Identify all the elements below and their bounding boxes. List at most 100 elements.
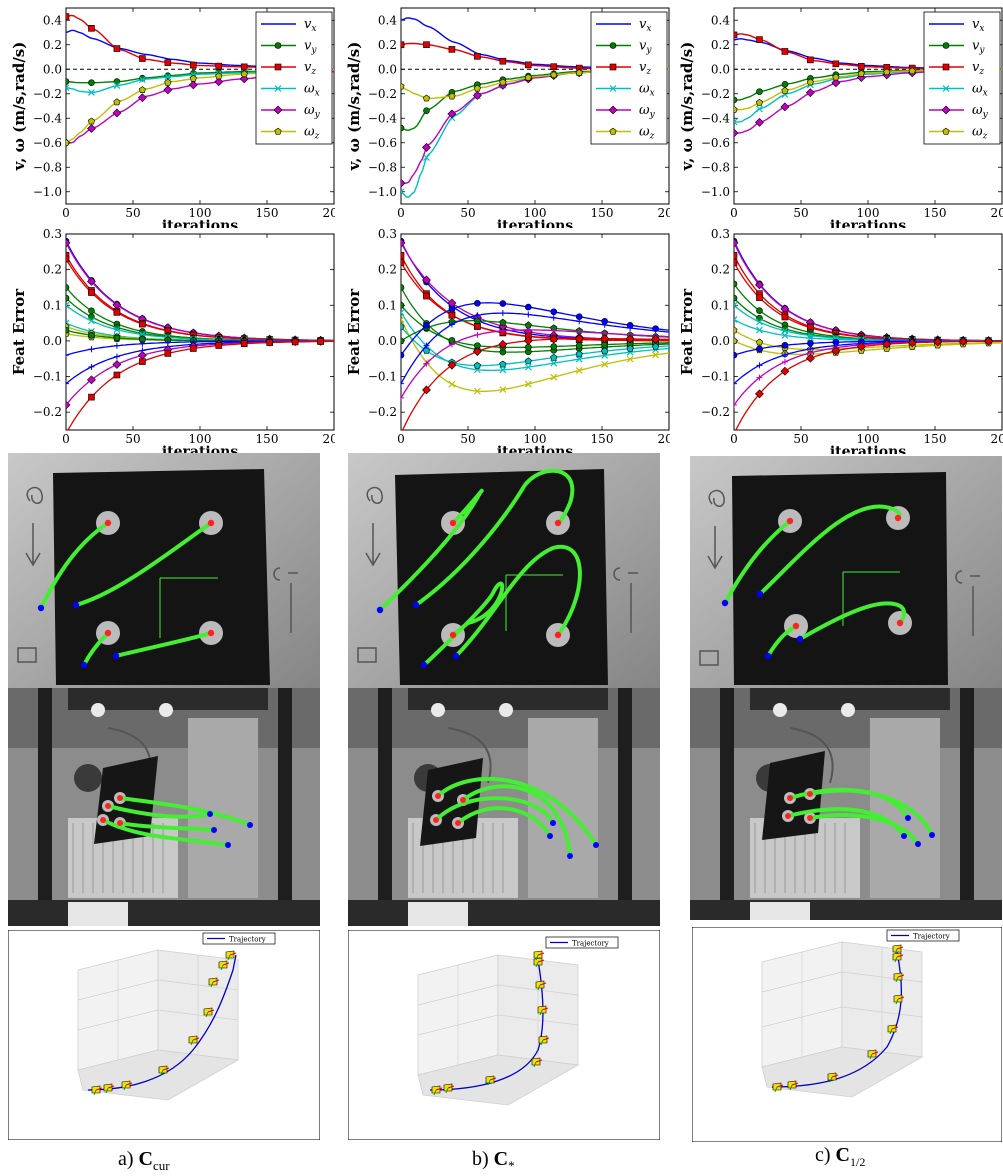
feat-series-marker — [473, 317, 481, 324]
series-group — [734, 237, 1002, 430]
legend-marker — [942, 42, 950, 49]
legend-marker — [609, 63, 617, 71]
camera-frame — [431, 1085, 443, 1096]
legend-marker — [942, 85, 950, 92]
start-point — [225, 842, 231, 848]
feature-track — [723, 519, 792, 605]
x-tick-label: 100 — [524, 432, 547, 446]
feat-series-marker — [756, 307, 763, 314]
x-tick-label: 150 — [591, 432, 614, 446]
series-marker-ω_z — [832, 73, 840, 81]
end-point — [455, 820, 461, 826]
series-marker-v_y — [66, 78, 70, 85]
series-marker-ω_z — [806, 78, 814, 86]
feat-series-marker — [523, 336, 533, 346]
series-marker-ω_z — [422, 94, 431, 102]
feat-series-marker — [113, 353, 120, 360]
caption-a: a) Ccur — [118, 1148, 170, 1173]
feat-series-marker — [626, 344, 634, 352]
feat-series-marker — [474, 331, 481, 338]
series-marker-v_z — [807, 56, 814, 64]
end-point — [787, 795, 793, 801]
series-marker-ω_y — [401, 178, 406, 188]
cabinet — [188, 718, 258, 898]
feat-series-marker — [524, 380, 532, 388]
legend-marker — [942, 127, 950, 135]
floor — [8, 900, 320, 926]
x-axis-label: iterations — [162, 444, 238, 454]
series-marker-ω_z — [781, 86, 789, 94]
feat-series-marker — [550, 353, 558, 361]
y-tick-label: 0.0 — [378, 62, 397, 76]
feat-series-marker — [781, 341, 789, 349]
feat-series-marker — [525, 303, 532, 311]
feat-series-marker — [781, 351, 788, 358]
series-marker-v_z — [423, 41, 430, 48]
light — [159, 703, 173, 717]
feat-series-marker — [734, 294, 738, 302]
end-point — [117, 820, 123, 826]
feat-series-line — [734, 340, 1002, 356]
series-marker-ω_x — [423, 154, 430, 161]
camera-frame — [188, 1035, 200, 1046]
camera-frame — [537, 1005, 549, 1016]
feat-series-marker — [575, 342, 583, 349]
x-tick-label: 0 — [397, 432, 405, 446]
feat-series-marker — [755, 338, 764, 346]
x-tick-label: 0 — [730, 432, 738, 446]
feature-track — [101, 818, 230, 847]
camera-frame — [892, 944, 904, 955]
series-marker-ω_z — [401, 82, 405, 90]
legend-marker — [274, 127, 282, 135]
y-tick-label: 0.1 — [43, 298, 62, 312]
feat-series-marker — [984, 336, 994, 346]
end-point — [105, 803, 111, 809]
feat-series-marker — [401, 380, 404, 387]
series-marker-ω_y — [188, 80, 198, 90]
legend-marker — [274, 63, 282, 71]
feature-track — [378, 488, 484, 612]
end-point — [554, 519, 562, 527]
feat-series-marker — [734, 429, 735, 430]
feat-series-marker — [113, 309, 121, 316]
feat-series-marker — [66, 294, 70, 302]
series-marker-v_z — [164, 59, 172, 66]
x-axis-label: iterations — [162, 218, 238, 228]
end-point — [104, 519, 112, 527]
series-marker-ω_y — [137, 93, 147, 103]
y-tick-label: 0.2 — [43, 38, 62, 52]
y-axis-label: v, ω (m/s,rad/s) — [678, 42, 696, 172]
y-tick-label: 0.2 — [378, 38, 397, 52]
feat-series-marker — [401, 394, 404, 401]
feature-track — [118, 821, 216, 832]
y-tick-label: −0.4 — [368, 111, 398, 125]
feat-series-marker — [422, 275, 431, 285]
light — [841, 703, 855, 717]
end-point — [785, 813, 791, 819]
series-marker-ω_y — [831, 78, 841, 88]
feat-series-line — [401, 326, 669, 367]
feat-series-marker — [215, 342, 223, 349]
feat-error-chart-c: 0 50 100 150 200 0.3 0.2 0.1 0.0 −0.1 −0.2 iteratio… — [678, 227, 1003, 454]
x-tick-label: 50 — [460, 206, 475, 220]
start-point — [547, 833, 553, 839]
y-tick-label: 0.3 — [43, 227, 62, 241]
feat-series-marker — [734, 280, 738, 288]
start-point — [550, 820, 556, 826]
legend-marker — [609, 42, 617, 49]
black-board — [53, 469, 270, 685]
series-marker-v_z — [781, 48, 789, 55]
series-marker-v_z — [401, 41, 405, 49]
series-marker-ω_y — [214, 77, 224, 87]
feat-series-marker — [66, 284, 70, 291]
paper-marking — [17, 567, 298, 663]
x-tick-label: 150 — [256, 432, 279, 446]
target-box — [408, 902, 468, 926]
feat-series-marker — [448, 341, 455, 348]
feat-series-marker — [401, 238, 406, 248]
feat-series-marker — [66, 380, 69, 387]
floor — [348, 900, 660, 926]
camera-frame — [892, 952, 904, 963]
x-tick-label: 0 — [62, 206, 70, 220]
end-point — [894, 514, 902, 522]
